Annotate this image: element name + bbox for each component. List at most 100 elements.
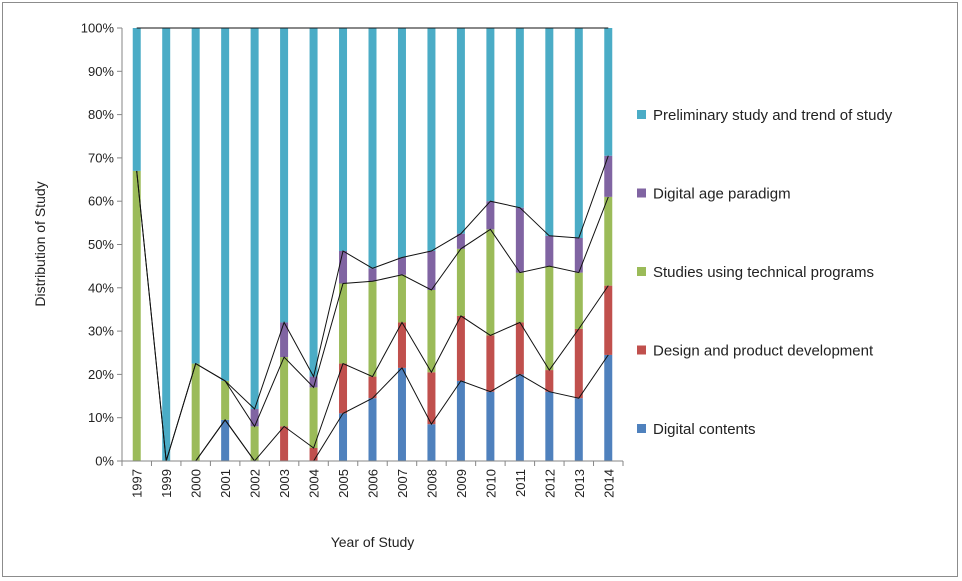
bar-segment-5-2006: [368, 28, 377, 269]
bar-segment-3-2001: [221, 380, 230, 420]
legend-label-2: Design and product development: [653, 343, 874, 360]
bar-segment-2-2007: [397, 322, 406, 368]
legend-swatch-5: [637, 110, 646, 119]
bar-segment-5-2004: [309, 28, 318, 377]
bar-segment-5-2002: [250, 28, 259, 410]
x-tick-label-2009: 2009: [454, 469, 469, 498]
bar-segment-2-2014: [604, 285, 613, 355]
bar-segment-4-2007: [397, 257, 406, 275]
bar-segment-3-2003: [280, 357, 289, 427]
bar-segment-2-2006: [368, 376, 377, 399]
bar-segment-3-2000: [191, 363, 200, 461]
plot-area: [132, 27, 613, 462]
bar-segment-4-2009: [456, 233, 465, 249]
bar-segment-5-2000: [191, 28, 200, 364]
bar-segment-3-2013: [574, 272, 583, 329]
bar-segment-2-2009: [456, 315, 465, 381]
x-tick-label-2003: 2003: [277, 469, 292, 498]
bar-segment-4-2004: [309, 376, 318, 388]
y-tick-label: 50%: [88, 237, 114, 252]
bar-segment-3-1997: [132, 170, 141, 461]
bar-segment-5-2012: [545, 28, 554, 236]
bar-segment-3-2008: [427, 289, 436, 373]
x-axis-title: Year of Study: [331, 534, 415, 550]
x-tick-label-1999: 1999: [159, 469, 174, 498]
y-tick-label: 20%: [88, 367, 114, 382]
bar-segment-5-2008: [427, 28, 436, 251]
y-tick-label: 40%: [88, 280, 114, 295]
y-tick-label: 80%: [88, 107, 114, 122]
bar-segment-4-2002: [250, 409, 259, 427]
y-tick-label: 30%: [88, 324, 114, 339]
bar-segment-1-2001: [221, 419, 230, 461]
bar-segment-3-2010: [486, 229, 495, 336]
bar-segment-4-2013: [574, 238, 583, 273]
bar-segment-5-2003: [280, 28, 289, 323]
legend-swatch-2: [637, 345, 646, 355]
bar-segment-3-2006: [368, 281, 377, 377]
bar-segment-5-2010: [486, 28, 495, 202]
series-line-2: [136, 285, 609, 462]
bar-segment-3-2014: [604, 196, 613, 286]
legend-swatch-1: [637, 424, 646, 433]
bar-segment-2-2005: [339, 363, 348, 414]
bar-segment-1-2009: [456, 380, 465, 461]
x-tick-label-2000: 2000: [189, 469, 204, 498]
bar-segment-2-2004: [309, 448, 318, 461]
bar-segment-5-2014: [604, 28, 613, 156]
x-tick-label-2002: 2002: [248, 469, 263, 498]
bar-segment-5-1999: [162, 28, 171, 461]
bar-segment-4-2005: [339, 250, 348, 284]
bar-segment-1-2008: [427, 424, 436, 461]
x-tick-label-2004: 2004: [307, 469, 322, 498]
bar-segment-3-2007: [397, 274, 406, 323]
y-tick-label: 90%: [88, 64, 114, 79]
x-tick-label-1997: 1997: [130, 469, 145, 498]
legend-label-3: Studies using technical programs: [653, 264, 874, 281]
bar-segment-5-2009: [456, 28, 465, 234]
legend-label-1: Digital contents: [653, 421, 756, 438]
bar-segment-1-2006: [368, 398, 377, 461]
bar-segment-2-2003: [280, 426, 289, 461]
x-tick-label-2011: 2011: [513, 469, 528, 497]
y-tick-label: 60%: [88, 194, 114, 209]
x-tick-label-2008: 2008: [424, 469, 439, 498]
bar-segment-3-2005: [339, 283, 348, 364]
x-tick-label-2007: 2007: [395, 469, 410, 498]
bar-segment-4-2011: [515, 207, 524, 273]
bar-segment-4-2006: [368, 268, 377, 282]
bar-segment-4-2014: [604, 155, 613, 197]
bar-segment-2-2010: [486, 335, 495, 392]
y-tick-label: 100%: [81, 21, 115, 36]
y-tick-label: 0%: [95, 454, 114, 469]
bar-segment-4-2012: [545, 235, 554, 267]
bar-segment-2-2008: [427, 372, 436, 425]
y-axis-title: Distribution of Study: [32, 181, 48, 306]
bar-segment-2-2012: [545, 370, 554, 392]
bar-segment-5-2011: [515, 28, 524, 208]
bar-segment-1-2005: [339, 413, 348, 461]
bar-segment-2-2011: [515, 322, 524, 375]
bar-segment-1-2011: [515, 374, 524, 461]
bar-segment-5-2001: [221, 28, 230, 381]
stacked-bar-chart: 0% 10% 20% 30% 40% 50% 60% 70% 80% 90% 100% 1997 199…: [32, 21, 893, 551]
x-tick-label-2001: 2001: [218, 469, 233, 498]
bar-segment-5-2007: [397, 28, 406, 258]
bar-segment-1-2010: [486, 391, 495, 461]
bar-segment-3-2002: [250, 426, 259, 461]
bar-segment-1-2007: [397, 367, 406, 461]
bar-segment-4-2010: [486, 201, 495, 230]
bar-segment-5-1997: [132, 28, 141, 171]
legend-label-4: Digital age paradigm: [653, 186, 791, 203]
bar-segment-1-2013: [574, 398, 583, 461]
bar-segment-1-2014: [604, 354, 613, 461]
x-tick-label-2013: 2013: [572, 469, 587, 498]
bar-segment-2-2013: [574, 328, 583, 399]
x-tick-label-2012: 2012: [542, 469, 557, 498]
bar-segment-3-2011: [515, 272, 524, 323]
bar-segment-1-2012: [545, 391, 554, 461]
y-tick-label: 70%: [88, 150, 114, 165]
axes: 0% 10% 20% 30% 40% 50% 60% 70% 80% 90% 100% 1997 199…: [81, 21, 624, 498]
x-tick-label-2014: 2014: [601, 469, 616, 498]
legend-swatch-4: [637, 188, 646, 198]
